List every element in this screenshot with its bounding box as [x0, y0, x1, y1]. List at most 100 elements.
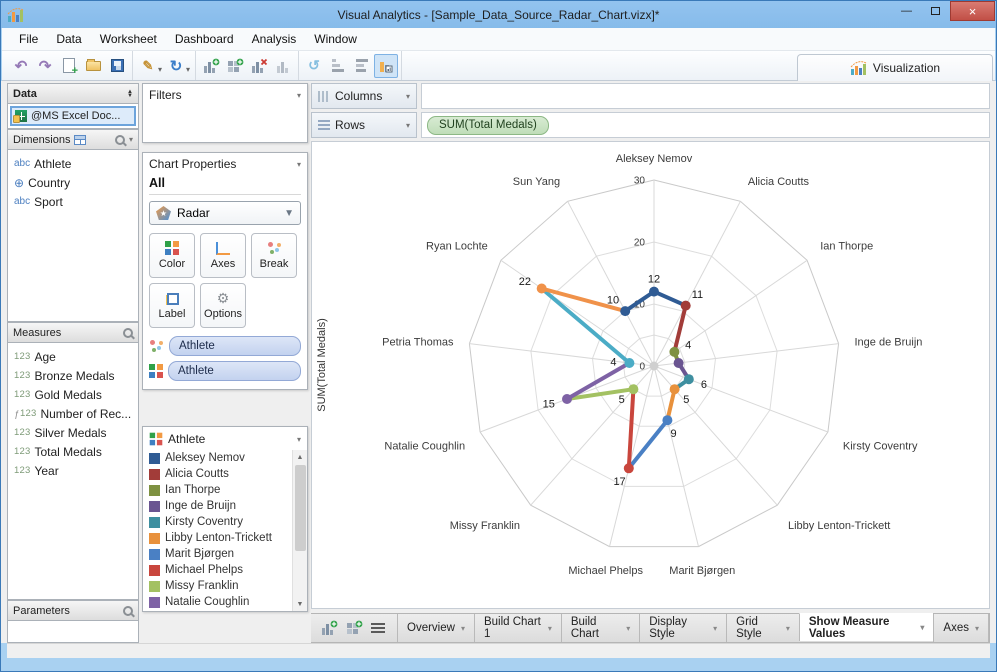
columns-shelf-field[interactable] — [421, 83, 990, 109]
columns-shelf-header[interactable]: Columns ▾ — [311, 83, 417, 109]
dimension-item[interactable]: abc Athlete — [14, 156, 72, 171]
measure-item[interactable]: 123 Year — [14, 463, 59, 478]
data-source-item[interactable]: @MS Excel Doc... — [10, 106, 136, 126]
legend-scrollbar[interactable]: ▲ ▼ — [292, 450, 307, 611]
summary-bars-button[interactable] — [350, 54, 374, 78]
tab-dropdown-icon[interactable]: ▾ — [460, 623, 465, 633]
worksheet-tab-grid-style[interactable]: Grid Style ▾ — [726, 614, 799, 642]
measure-item[interactable]: 123 Total Medals — [14, 444, 102, 459]
legend-item[interactable]: Alicia Coutts — [149, 466, 292, 482]
menu-data[interactable]: Data — [56, 32, 82, 46]
tab-dropdown-icon[interactable]: ▾ — [975, 623, 980, 633]
new-worksheet-icon[interactable] — [321, 620, 338, 636]
rows-pill[interactable]: SUM(Total Medals) — [427, 115, 549, 135]
rows-shelf-header[interactable]: Rows ▾ — [311, 112, 417, 138]
options-button[interactable]: ⚙ Options — [200, 283, 246, 328]
visualization-tab[interactable]: Visualization — [797, 54, 993, 81]
legend-item[interactable]: Marit Bjørgen — [149, 546, 292, 562]
worksheet-tab-build-chart-1[interactable]: Build Chart 1 ▾ — [473, 614, 561, 642]
measures-section-header[interactable]: Measures — [7, 322, 139, 343]
legend-item[interactable]: Natalie Coughlin — [149, 594, 292, 610]
filters-collapse-icon[interactable]: ▾ — [296, 90, 301, 100]
minimize-button[interactable]: — — [901, 5, 912, 17]
legend-item[interactable]: Ian Thorpe — [149, 482, 292, 498]
sheet-list-icon[interactable] — [371, 623, 385, 633]
data-section-header[interactable]: Data ▲ ▼ — [7, 83, 139, 104]
redo-button[interactable]: ↷ — [33, 54, 57, 78]
worksheet-tab-build-chart[interactable]: Build Chart ▾ — [560, 614, 639, 642]
measure-item[interactable]: 123 Age — [14, 349, 56, 364]
close-button[interactable]: × — [950, 1, 995, 21]
dimension-item[interactable]: abc Sport — [14, 194, 63, 209]
chart-type-select[interactable]: ★ Radar ▼ — [149, 201, 301, 225]
legend-item[interactable]: Kirsty Coventry — [149, 514, 292, 530]
break-button[interactable]: Break — [251, 233, 297, 278]
legend-item[interactable]: Michael Phelps — [149, 562, 292, 578]
legend-item[interactable]: Libby Lenton-Trickett — [149, 530, 292, 546]
tab-dropdown-icon[interactable]: ▾ — [547, 623, 552, 633]
dimensions-section-header[interactable]: Dimensions ▾ — [7, 129, 139, 150]
format-painter-button[interactable]: ✎ — [136, 54, 160, 78]
dimensions-search-icon[interactable] — [114, 134, 125, 145]
undo-button[interactable]: ↶ — [9, 54, 33, 78]
tab-dropdown-icon[interactable]: ▾ — [785, 623, 790, 633]
legend-item[interactable]: Aleksey Nemov — [149, 450, 292, 466]
rotate-axes-button[interactable]: ↺ — [302, 54, 326, 78]
legend-dropdown-icon[interactable]: ▾ — [296, 434, 301, 444]
dimensions-dropdown-icon[interactable]: ▾ — [128, 135, 133, 144]
label-button[interactable]: Label — [149, 283, 195, 328]
columns-dropdown-icon[interactable]: ▾ — [405, 91, 410, 101]
table-icon[interactable] — [74, 134, 87, 145]
sort-updown-icon[interactable]: ▲ ▼ — [127, 88, 133, 99]
break-field-pill[interactable]: Athlete — [169, 336, 301, 356]
remove-chart-button[interactable] — [247, 54, 271, 78]
add-dashboard-button[interactable] — [223, 54, 247, 78]
save-button[interactable] — [105, 54, 129, 78]
refresh-dropdown[interactable]: ▾ — [186, 65, 191, 74]
worksheet-tab-display-style[interactable]: Display Style ▾ — [639, 614, 726, 642]
new-dashboard-icon[interactable] — [346, 620, 363, 636]
measure-item[interactable]: 123 Bronze Medals — [14, 368, 115, 383]
menu-worksheet[interactable]: Worksheet — [99, 32, 157, 46]
scroll-thumb[interactable] — [294, 465, 306, 551]
refresh-button[interactable]: ↻ — [164, 54, 188, 78]
worksheet-tab-axes[interactable]: Axes ▾ — [933, 614, 990, 642]
parameters-section-header[interactable]: Parameters — [7, 600, 139, 621]
dimension-item[interactable]: ⊕ Country — [14, 175, 71, 190]
menu-file[interactable]: File — [19, 32, 39, 46]
svg-text:Petria Thomas: Petria Thomas — [382, 337, 454, 349]
chart-disabled-button — [271, 54, 295, 78]
measure-item[interactable]: ƒ 123 Number of Rec... — [14, 406, 132, 421]
worksheet-tab-show-measure-values[interactable]: Show Measure Values ▾ — [798, 613, 934, 641]
measure-item[interactable]: 123 Silver Medals — [14, 425, 107, 440]
tab-dropdown-icon[interactable]: ▾ — [920, 623, 925, 632]
rotate-axes-icon: ↺ — [308, 57, 320, 73]
scroll-down-icon[interactable]: ▼ — [296, 600, 304, 608]
chart-properties-collapse-icon[interactable]: ▾ — [296, 159, 301, 169]
menu-analysis[interactable]: Analysis — [251, 32, 297, 46]
color-button[interactable]: Color — [149, 233, 195, 278]
legend-item[interactable]: Inge de Bruijn — [149, 498, 292, 514]
scroll-up-icon[interactable]: ▲ — [296, 453, 304, 461]
new-document-button[interactable] — [57, 54, 81, 78]
measure-item[interactable]: 123 Gold Medals — [14, 387, 102, 402]
chart-view-button[interactable] — [374, 53, 399, 78]
measures-search-icon[interactable] — [123, 327, 133, 338]
axes-button[interactable]: Axes — [200, 233, 246, 278]
open-file-button[interactable] — [81, 54, 105, 78]
parameters-search-icon[interactable] — [123, 605, 133, 616]
tab-dropdown-icon[interactable]: ▾ — [713, 623, 718, 633]
rows-dropdown-icon[interactable]: ▾ — [405, 120, 410, 130]
add-chart-button[interactable] — [199, 54, 223, 78]
color-field-pill[interactable]: Athlete — [168, 361, 301, 381]
menu-dashboard[interactable]: Dashboard — [174, 32, 234, 46]
menu-window[interactable]: Window — [314, 32, 357, 46]
legend-item[interactable]: Missy Franklin — [149, 578, 292, 594]
maximize-button[interactable] — [921, 1, 950, 21]
rows-shelf-field[interactable]: SUM(Total Medals) — [421, 112, 990, 138]
sort-bars-button[interactable] — [326, 54, 350, 78]
tab-dropdown-icon[interactable]: ▾ — [626, 623, 631, 633]
format-painter-dropdown[interactable]: ▾ — [158, 65, 163, 74]
worksheet-tab-overview[interactable]: Overview ▾ — [397, 614, 474, 642]
